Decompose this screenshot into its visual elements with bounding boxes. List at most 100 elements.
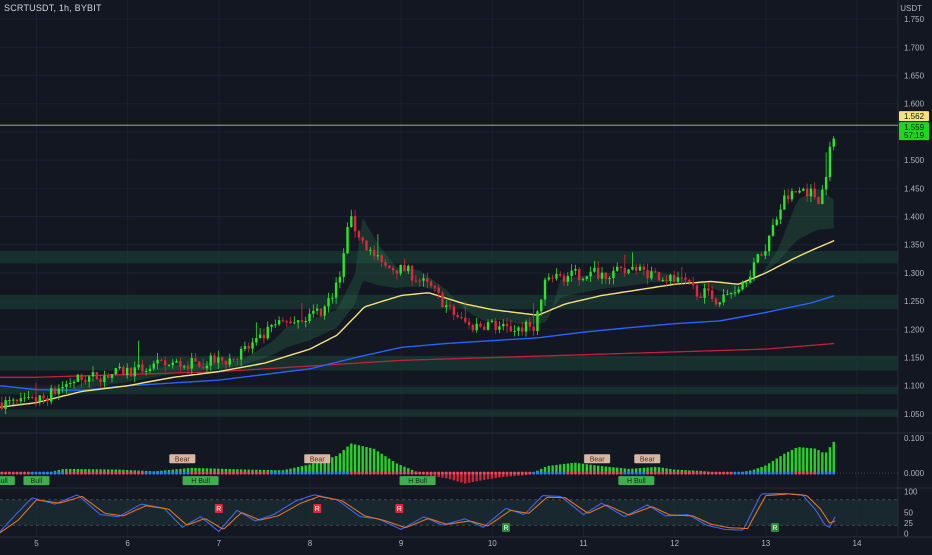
candle-body <box>148 368 152 371</box>
histogram-bar <box>91 469 95 474</box>
histogram-bar <box>201 468 205 474</box>
histogram-bar <box>498 473 501 478</box>
zero-dot <box>292 471 296 475</box>
candle-body <box>338 276 342 283</box>
zero-dot <box>630 471 634 475</box>
zero-dot <box>505 471 509 475</box>
candle-body <box>171 362 174 366</box>
histogram-bar <box>456 473 459 482</box>
candle-body <box>91 372 95 377</box>
histogram-bar <box>331 457 334 474</box>
histogram-bar <box>300 466 304 474</box>
zero-dot <box>535 471 539 475</box>
candle-body <box>676 277 680 282</box>
candle-body <box>99 379 102 383</box>
zero-dot <box>680 471 684 475</box>
candle-body <box>760 254 763 256</box>
candle-body <box>285 321 288 323</box>
zero-dot <box>45 471 49 475</box>
zero-dot <box>596 471 600 475</box>
zero-dot <box>228 471 232 475</box>
time-tick-label: 11 <box>579 539 588 548</box>
candle-body <box>137 364 140 368</box>
histogram-bar <box>479 473 482 481</box>
candle-body <box>239 348 243 360</box>
histogram-bar <box>790 449 794 474</box>
zero-dot <box>163 471 167 475</box>
candle-body <box>578 269 581 281</box>
zero-dot <box>786 471 790 475</box>
zero-dot <box>232 471 236 475</box>
candle-body <box>634 266 638 271</box>
candle-body <box>684 277 687 280</box>
candle-body <box>688 279 691 282</box>
histogram-bar <box>175 469 178 474</box>
histogram-bar <box>369 447 372 474</box>
candle-body <box>236 359 239 361</box>
candle-body <box>334 282 338 298</box>
candle-body <box>110 374 114 378</box>
histogram-bar <box>258 469 262 474</box>
candle-body <box>600 272 604 279</box>
zero-dot <box>771 471 775 475</box>
bear-label-tag <box>169 454 196 464</box>
candle-body <box>471 324 475 331</box>
zero-dot <box>64 471 68 475</box>
zero-dot <box>486 471 490 475</box>
histogram-bar <box>574 462 577 474</box>
zero-dot <box>372 471 376 475</box>
candle-body <box>783 195 786 210</box>
histogram-bar <box>513 473 516 477</box>
candle-body <box>255 338 258 343</box>
candle-body <box>50 388 53 402</box>
candle-body <box>198 361 201 368</box>
candle-body <box>540 299 543 312</box>
candle-body <box>509 326 513 332</box>
histogram-bar <box>255 469 258 474</box>
histogram-bar <box>437 473 440 478</box>
candle-body <box>612 270 615 279</box>
zero-dot <box>364 471 368 475</box>
histogram-bar <box>634 468 638 474</box>
zero-dot <box>589 471 593 475</box>
candle-body <box>426 278 429 282</box>
histogram-bar <box>224 468 228 474</box>
candle-body <box>103 375 106 383</box>
histogram-bar <box>228 469 231 474</box>
oscillator-band <box>0 499 898 526</box>
zero-dot <box>600 471 604 475</box>
candle-body <box>376 255 380 257</box>
candle-body <box>767 235 771 252</box>
zero-dot <box>395 471 399 475</box>
candle-body <box>650 271 653 279</box>
zero-dot <box>687 471 691 475</box>
candles <box>0 136 835 415</box>
candle-body <box>699 296 702 298</box>
histogram-bar <box>194 467 197 474</box>
zero-dot <box>213 471 217 475</box>
candle-body <box>581 278 585 281</box>
zero-dot <box>190 471 194 475</box>
histogram-bar <box>445 473 448 479</box>
zero-dot <box>623 471 627 475</box>
histogram-bar <box>346 446 349 474</box>
histogram-bar <box>323 459 326 474</box>
zero-dot <box>34 471 38 475</box>
zero-dot <box>547 471 551 475</box>
candle-body <box>786 195 790 200</box>
zero-dot <box>554 471 558 475</box>
histogram-bar <box>786 451 790 474</box>
candle-body <box>521 327 524 332</box>
candle-body <box>182 366 186 368</box>
histogram-bar <box>597 465 600 474</box>
candle-body <box>543 279 547 300</box>
histogram-bar <box>289 468 292 474</box>
bear-label: Bear <box>310 456 325 463</box>
candle-body <box>722 294 725 303</box>
candle-body <box>422 278 425 281</box>
zero-dot <box>353 471 357 475</box>
candle-body <box>391 268 395 271</box>
zero-dot <box>562 471 566 475</box>
oscillator-tick-label: 50 <box>904 509 913 518</box>
candle-body <box>593 267 596 272</box>
